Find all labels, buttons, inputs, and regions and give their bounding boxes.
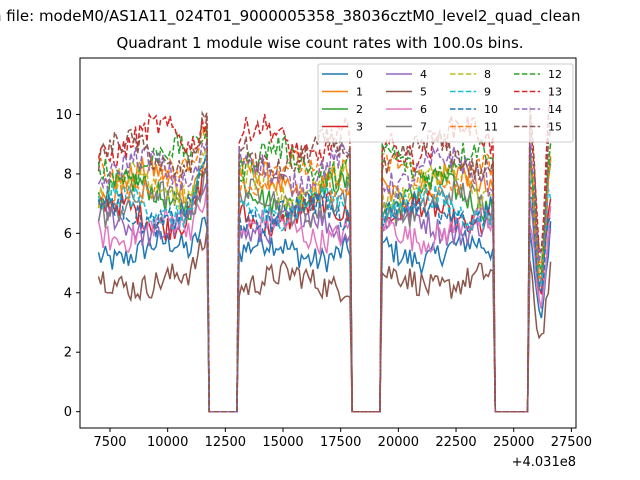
series-line-12 <box>97 129 552 413</box>
legend-label-14: 14 <box>548 103 562 116</box>
y-tick-label: 0 <box>64 405 72 420</box>
legend-label-11: 11 <box>484 121 498 134</box>
legend-label-7: 7 <box>420 121 427 134</box>
y-tick-label: 6 <box>64 227 72 242</box>
y-tick-label: 2 <box>64 346 72 361</box>
series-line-14 <box>97 117 552 413</box>
y-tick-label: 4 <box>64 286 72 301</box>
legend-label-9: 9 <box>484 86 491 99</box>
legend-label-3: 3 <box>356 121 363 134</box>
series-line-10 <box>97 154 552 413</box>
x-tick-label: 10000 <box>147 435 188 450</box>
x-tick-label: 15000 <box>262 435 303 450</box>
legend-label-15: 15 <box>548 121 562 134</box>
series-line-6 <box>97 186 552 413</box>
x-offset-label: +4.031e8 <box>512 455 576 470</box>
legend-label-2: 2 <box>356 103 363 116</box>
x-tick-label: 27500 <box>551 435 592 450</box>
y-tick-label: 10 <box>55 108 72 123</box>
x-axis-ticks: 7500 10000 12500 15000 17500 20000 22500 25000 2… <box>93 428 592 450</box>
legend-label-8: 8 <box>484 68 491 81</box>
legend-label-13: 13 <box>548 86 562 99</box>
x-tick-label: 22500 <box>435 435 476 450</box>
legend-label-1: 1 <box>356 86 363 99</box>
y-axis-ticks: 0 2 4 6 8 10 <box>55 108 80 420</box>
series-line-5 <box>97 230 552 413</box>
legend-label-6: 6 <box>420 103 427 116</box>
x-tick-label: 20000 <box>378 435 419 450</box>
x-tick-label: 12500 <box>205 435 246 450</box>
figure-suptitle: n file: modeM0/AS1A11_024T01_9000005358_… <box>0 7 581 25</box>
legend-label-12: 12 <box>548 68 562 81</box>
chart-title: Quadrant 1 module wise count rates with … <box>116 34 524 52</box>
legend-label-0: 0 <box>356 68 363 81</box>
legend-frame <box>317 63 574 143</box>
x-tick-label: 7500 <box>93 435 126 450</box>
legend-label-4: 4 <box>420 68 427 81</box>
plot-frame <box>79 57 577 429</box>
x-tick-label: 17500 <box>320 435 361 450</box>
series-line-0 <box>97 216 552 413</box>
x-tick-label: 25000 <box>493 435 534 450</box>
y-tick-label: 8 <box>64 167 72 182</box>
legend-label-5: 5 <box>420 86 427 99</box>
legend-label-10: 10 <box>484 103 498 116</box>
